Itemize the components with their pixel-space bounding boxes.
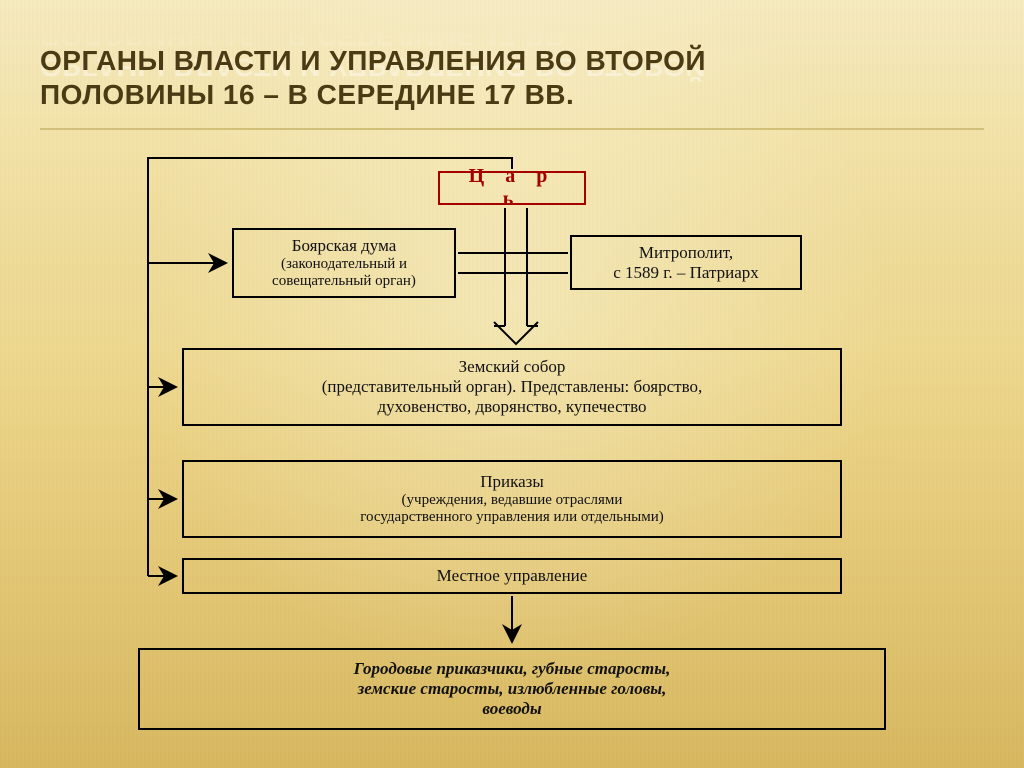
bottom-l3: воеводы	[482, 699, 541, 719]
local-l1: Местное управление	[437, 566, 588, 586]
node-boyar-duma: Боярская дума (законодательный и совещат…	[232, 228, 456, 298]
tsar-down-arrow	[494, 208, 538, 344]
slide-title: ОРГАНЫ ВЛАСТИ И УПРАВЛЕНИЯ ВО ВТОРОЙ ПОЛ…	[40, 44, 984, 112]
title-line1: ОРГАНЫ ВЛАСТИ И УПРАВЛЕНИЯ ВО ВТОРОЙ	[40, 45, 706, 76]
zemsky-l2: (представительный орган). Представлены: …	[322, 377, 703, 397]
prikazy-l1: Приказы	[480, 472, 544, 492]
boyar-l2: (законодательный и	[281, 256, 407, 273]
bottom-l2: земские старосты, излюбленные головы,	[358, 679, 667, 699]
zemsky-l3: духовенство, дворянство, купечество	[378, 397, 647, 417]
node-tsar: Ц а р ь	[438, 171, 586, 205]
mitr-l1: Митрополит,	[639, 243, 733, 263]
prikazy-l2: (учреждения, ведавшие отраслями	[402, 492, 623, 509]
title-line2: ПОЛОВИНЫ 16 – В СЕРЕДИНЕ 17 ВВ.	[40, 79, 574, 110]
node-prikazy: Приказы (учреждения, ведавшие отраслями …	[182, 460, 842, 538]
node-mitropolit: Митрополит, с 1589 г. – Патриарх	[570, 235, 802, 290]
boyar-l3: совещательный орган)	[272, 273, 416, 290]
zemsky-l1: Земский собор	[459, 357, 566, 377]
tsar-label: Ц а р ь	[454, 165, 570, 211]
bottom-l1: Городовые приказчики, губные старосты,	[354, 659, 671, 679]
node-zemsky-sobor: Земский собор (представительный орган). …	[182, 348, 842, 426]
mitr-l2: с 1589 г. – Патриарх	[613, 263, 759, 283]
boyar-l1: Боярская дума	[292, 236, 397, 256]
prikazy-l3: государственного управления или отдельны…	[360, 509, 664, 526]
node-local: Местное управление	[182, 558, 842, 594]
title-underline	[40, 128, 984, 130]
node-bottom: Городовые приказчики, губные старосты, з…	[138, 648, 886, 730]
